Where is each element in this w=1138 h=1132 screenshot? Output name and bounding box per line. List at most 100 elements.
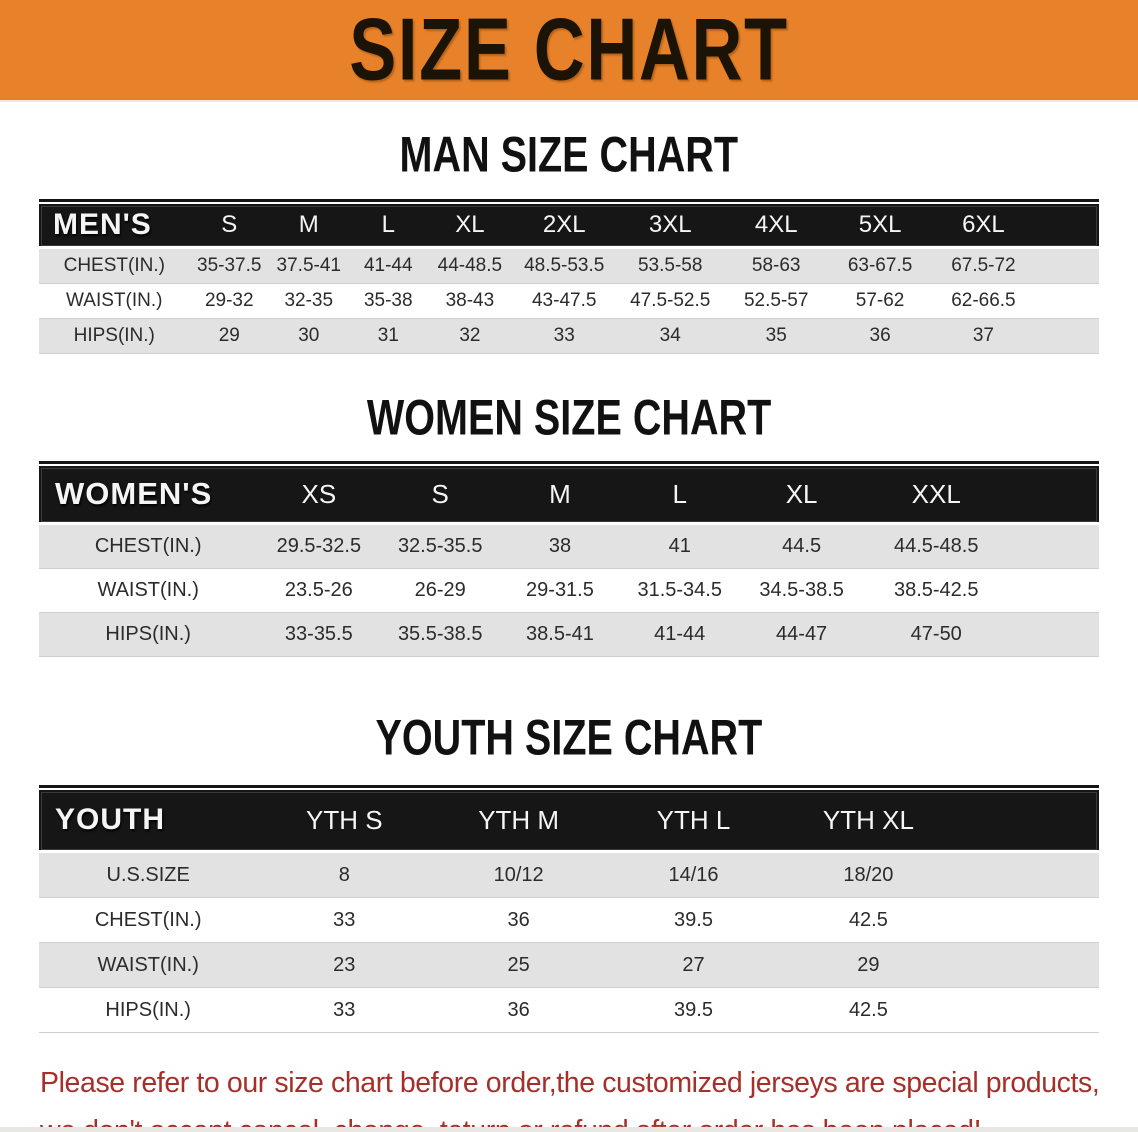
- row-spacer: [1035, 318, 1099, 354]
- size-column-header: S: [380, 466, 501, 525]
- size-value-cell: 10/12: [493, 863, 544, 886]
- men-size-table-grid: MEN'S S M L XL 2XL 3XL 4XL 5XL 6XL CHEST(IN.) 35-37…: [39, 204, 1099, 354]
- size-value-cell: 38.5-42.5: [863, 568, 1009, 613]
- measure-row: CHEST(IN.) 29.5-32.5 32.5-35.5 38 41 44.5 44.5…: [39, 523, 1099, 569]
- size-column-header: XS: [257, 466, 381, 525]
- table-header-row: MEN'S S M L XL 2XL 3XL 4XL 5XL 6XL: [39, 204, 1099, 249]
- size-value-cell: 44.5: [782, 535, 822, 557]
- size-value-cell: 34: [616, 318, 724, 354]
- size-value-cell: 41-44: [363, 255, 413, 276]
- size-value-cell: 18/20: [843, 863, 894, 886]
- size-value-cell: 39.5: [606, 897, 781, 943]
- measure-row-label: CHEST(IN.): [94, 535, 202, 557]
- measure-row: HIPS(IN.) 33-35.5 35.5-38.5 38.5-41 41-44 44-…: [39, 612, 1099, 657]
- row-spacer: [1008, 612, 1099, 657]
- measure-row-label: CHEST(IN.): [63, 255, 165, 276]
- header-spacer: [955, 790, 1099, 853]
- size-value-cell: 27: [606, 942, 781, 988]
- size-value-cell: 44.5-48.5: [893, 535, 979, 557]
- size-value-cell: 38: [548, 535, 572, 557]
- size-value-cell: 44-47: [739, 612, 864, 657]
- measure-row-label: HIPS(IN.): [39, 987, 258, 1033]
- size-value-cell: 38-43: [428, 283, 512, 319]
- size-column-header: YTH L: [606, 790, 781, 853]
- table-header-row: YOUTH YTH S YTH M YTH L YTH XL: [39, 790, 1099, 853]
- size-value-cell: 35.5-38.5: [380, 612, 501, 657]
- size-value-cell: 41: [668, 535, 691, 557]
- size-value-cell: 32: [428, 318, 512, 354]
- size-value-cell: 48.5-53.5: [524, 255, 605, 276]
- size-value-cell: 52.5-57: [723, 283, 829, 319]
- men-size-table: MEN'S S M L XL 2XL 3XL 4XL 5XL 6XL CHEST(IN.) 35-37…: [39, 199, 1099, 354]
- size-value-cell: 34.5-38.5: [739, 568, 864, 613]
- size-value-cell: 58-63: [751, 255, 801, 276]
- measure-row: HIPS(IN.) 29 30 31 32 33 34 35 36 37: [39, 318, 1099, 354]
- size-column-header: YTH XL: [780, 790, 956, 853]
- size-value-cell: 63-67.5: [847, 255, 913, 276]
- size-column-header: 2XL: [511, 204, 617, 249]
- size-column-header: XL: [428, 204, 512, 249]
- table-group-label: MEN'S: [39, 204, 190, 249]
- banner: SIZE CHART: [0, 0, 1138, 102]
- size-value-cell: 39.5: [606, 987, 781, 1033]
- measure-row-label: CHEST(IN.): [39, 897, 258, 943]
- bottom-edge-strip: [0, 1127, 1138, 1132]
- size-column-header: S: [189, 204, 270, 249]
- size-column-header: 4XL: [723, 204, 829, 249]
- men-section-heading-text: MAN SIZE CHART: [399, 125, 739, 183]
- size-value-cell: 67.5-72: [951, 255, 1016, 276]
- banner-title: SIZE CHART: [349, 1, 789, 99]
- measure-row: U.S.SIZE 8 10/12 14/16 18/20: [39, 851, 1099, 898]
- size-value-cell: 47.5-52.5: [616, 283, 724, 319]
- measure-row-label: HIPS(IN.): [39, 318, 190, 354]
- header-spacer: [1008, 466, 1099, 525]
- size-column-header: 6XL: [931, 204, 1036, 249]
- size-value-cell: 42.5: [780, 987, 956, 1033]
- size-column-header: L: [348, 204, 429, 249]
- measure-row: WAIST(IN.) 23 25 27 29: [39, 942, 1099, 988]
- size-value-cell: 38.5-41: [500, 612, 620, 657]
- size-value-cell: 14/16: [668, 863, 719, 886]
- size-value-cell: 36: [431, 987, 607, 1033]
- size-value-cell: 36: [431, 897, 607, 943]
- row-spacer: [955, 942, 1099, 988]
- table-group-label: WOMEN'S: [39, 466, 258, 525]
- size-value-cell: 57-62: [828, 283, 932, 319]
- size-value-cell: 29-31.5: [500, 568, 620, 613]
- row-spacer: [1035, 283, 1099, 319]
- size-value-cell: 35-38: [348, 283, 429, 319]
- size-column-header: 5XL: [828, 204, 932, 249]
- size-value-cell: 32-35: [269, 283, 349, 319]
- size-value-cell: 33-35.5: [257, 612, 381, 657]
- size-value-cell: 23.5-26: [257, 568, 381, 613]
- size-column-header: YTH S: [257, 790, 432, 853]
- measure-row: HIPS(IN.) 33 36 39.5 42.5: [39, 987, 1099, 1033]
- size-value-cell: 33: [257, 897, 432, 943]
- size-value-cell: 32.5-35.5: [397, 535, 483, 557]
- youth-section-heading-text: YOUTH SIZE CHART: [375, 708, 763, 766]
- size-value-cell: 29: [189, 318, 270, 354]
- size-value-cell: 30: [269, 318, 349, 354]
- women-section-heading-text: WOMEN SIZE CHART: [366, 388, 772, 446]
- size-column-header: L: [619, 466, 740, 525]
- women-size-table-grid: WOMEN'S XS S M L XL XXL CHEST(IN.) 29.5-32.5 32.5…: [39, 466, 1099, 657]
- size-column-header: XL: [739, 466, 864, 525]
- row-spacer: [955, 987, 1099, 1033]
- women-size-table: WOMEN'S XS S M L XL XXL CHEST(IN.) 29.5-32.5 32.5…: [39, 461, 1099, 657]
- table-group-label: YOUTH: [39, 790, 258, 853]
- size-value-cell: 29: [780, 942, 956, 988]
- size-value-cell: 33: [257, 987, 432, 1033]
- size-value-cell: 62-66.5: [931, 283, 1036, 319]
- row-spacer: [955, 897, 1099, 943]
- measure-row-label: WAIST(IN.): [39, 283, 190, 319]
- size-value-cell: 31.5-34.5: [619, 568, 740, 613]
- youth-size-table-grid: YOUTH YTH S YTH M YTH L YTH XL U.S.SIZE 8 10/12…: [39, 790, 1099, 1033]
- footer-notice: Please refer to our size chart before or…: [40, 1059, 1110, 1132]
- size-value-cell: 47-50: [863, 612, 1009, 657]
- size-value-cell: 26-29: [380, 568, 501, 613]
- measure-row-label: WAIST(IN.): [39, 568, 258, 613]
- size-column-header: YTH M: [431, 790, 607, 853]
- size-value-cell: 29-32: [189, 283, 270, 319]
- size-value-cell: 42.5: [780, 897, 956, 943]
